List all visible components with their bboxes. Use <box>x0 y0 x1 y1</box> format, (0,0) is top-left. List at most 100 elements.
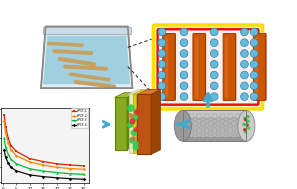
HPCF-2 <box>55 166 59 168</box>
HPCF-4 <box>68 177 72 180</box>
Bar <box>183 110 247 141</box>
Circle shape <box>210 82 218 90</box>
HPCF-1 <box>4 125 7 128</box>
Line: HPCF-2: HPCF-2 <box>3 120 85 171</box>
HPCF-2 <box>7 142 10 144</box>
HPCF-3 <box>42 170 45 172</box>
Circle shape <box>244 118 247 121</box>
Circle shape <box>210 93 218 100</box>
HPCF-4 <box>42 176 45 178</box>
Circle shape <box>127 104 135 112</box>
Circle shape <box>128 113 134 119</box>
Circle shape <box>244 130 247 134</box>
FancyBboxPatch shape <box>158 29 258 105</box>
Circle shape <box>243 116 247 120</box>
HPCF-1 <box>55 163 59 165</box>
Circle shape <box>180 50 188 57</box>
Circle shape <box>246 120 250 123</box>
Circle shape <box>132 140 139 147</box>
FancyBboxPatch shape <box>194 33 206 100</box>
HPCF-1 <box>7 137 10 139</box>
HPCF-2 <box>68 167 72 170</box>
HPCF-4 <box>4 156 7 158</box>
Polygon shape <box>41 26 132 88</box>
FancyBboxPatch shape <box>193 33 205 100</box>
FancyBboxPatch shape <box>223 33 236 100</box>
Polygon shape <box>133 90 146 94</box>
Circle shape <box>241 82 248 90</box>
Line: HPCF-4: HPCF-4 <box>3 149 85 180</box>
Bar <box>183 110 247 117</box>
Circle shape <box>243 128 247 131</box>
HPCF-2 <box>15 155 18 157</box>
HPCF-3 <box>4 146 7 148</box>
HPCF-3 <box>68 173 72 175</box>
Polygon shape <box>42 26 131 34</box>
Circle shape <box>130 136 136 142</box>
Bar <box>183 137 247 141</box>
Circle shape <box>158 39 166 46</box>
Circle shape <box>247 126 250 130</box>
HPCF-1 <box>42 160 45 163</box>
FancyBboxPatch shape <box>163 33 175 100</box>
Circle shape <box>245 123 249 127</box>
Circle shape <box>129 118 135 124</box>
HPCF-4 <box>28 174 31 176</box>
FancyBboxPatch shape <box>224 33 236 100</box>
FancyBboxPatch shape <box>253 33 266 100</box>
Line: HPCF-1: HPCF-1 <box>3 114 85 167</box>
Circle shape <box>241 39 248 46</box>
HPCF-2 <box>82 168 86 170</box>
HPCF-1 <box>9 144 13 147</box>
Circle shape <box>250 39 258 46</box>
Circle shape <box>210 71 218 79</box>
HPCF-2 <box>42 164 45 166</box>
Circle shape <box>127 122 133 128</box>
HPCF-4 <box>55 177 59 179</box>
Circle shape <box>250 60 258 68</box>
Circle shape <box>129 137 135 144</box>
Polygon shape <box>151 90 160 154</box>
Polygon shape <box>115 93 136 97</box>
Circle shape <box>242 123 246 126</box>
HPCF-2 <box>4 131 7 134</box>
Circle shape <box>250 93 258 100</box>
HPCF-3 <box>15 163 18 165</box>
Circle shape <box>134 109 140 115</box>
Circle shape <box>180 93 188 100</box>
Circle shape <box>250 50 258 57</box>
Polygon shape <box>115 97 127 150</box>
HPCF-3 <box>7 153 10 155</box>
Bar <box>183 110 247 141</box>
FancyBboxPatch shape <box>254 33 266 100</box>
Circle shape <box>158 93 166 100</box>
FancyBboxPatch shape <box>163 33 176 100</box>
Circle shape <box>250 28 258 36</box>
HPCF-1 <box>15 150 18 153</box>
Circle shape <box>241 50 248 57</box>
Circle shape <box>241 71 248 79</box>
HPCF-4 <box>7 162 10 164</box>
Circle shape <box>210 60 218 68</box>
Circle shape <box>158 71 166 79</box>
HPCF-4 <box>9 166 13 168</box>
HPCF-1 <box>28 157 31 160</box>
Circle shape <box>241 28 248 36</box>
Circle shape <box>241 93 248 100</box>
HPCF-3 <box>2 137 6 139</box>
Line: HPCF-3: HPCF-3 <box>3 137 85 176</box>
Circle shape <box>250 82 258 90</box>
Circle shape <box>180 39 188 46</box>
HPCF-3 <box>55 171 59 174</box>
Polygon shape <box>137 90 160 94</box>
Ellipse shape <box>238 110 255 141</box>
Circle shape <box>158 60 166 68</box>
HPCF-4 <box>2 149 6 151</box>
HPCF-1 <box>68 164 72 166</box>
HPCF-3 <box>9 158 13 160</box>
HPCF-2 <box>9 149 13 151</box>
Circle shape <box>130 129 138 136</box>
HPCF-4 <box>15 170 18 172</box>
FancyBboxPatch shape <box>153 25 263 109</box>
HPCF-3 <box>28 168 31 170</box>
